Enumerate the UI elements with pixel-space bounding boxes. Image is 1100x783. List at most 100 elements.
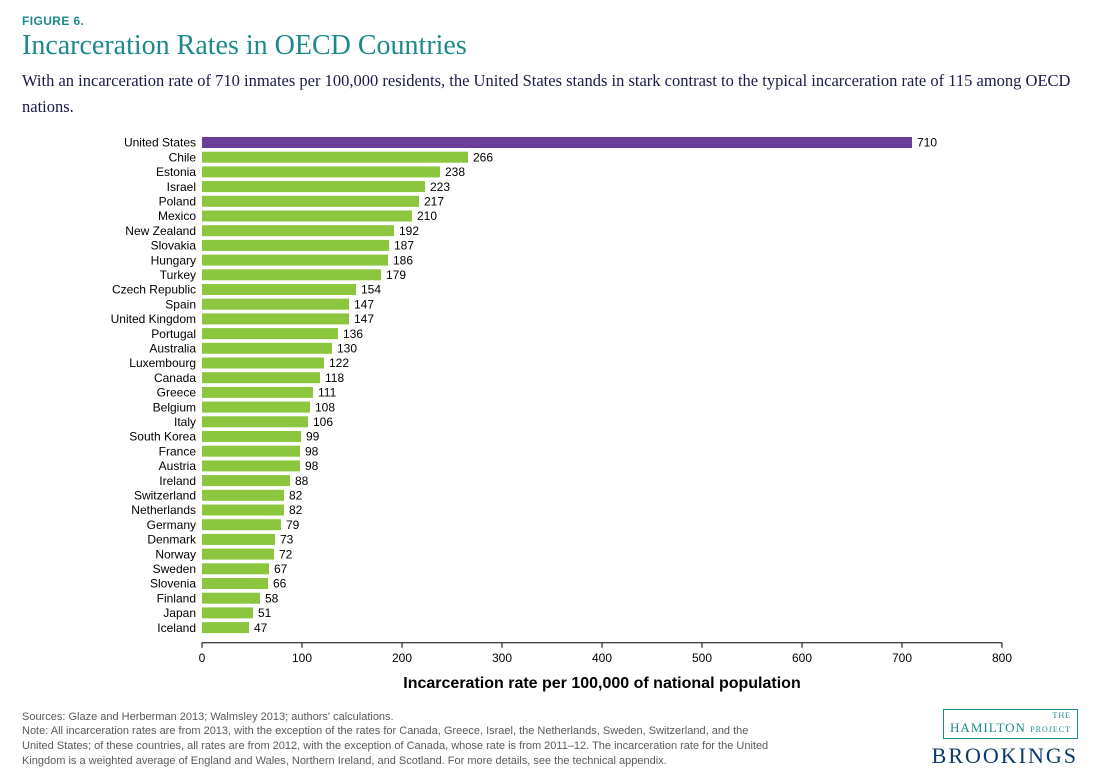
value-label: 710 [917,136,937,150]
country-label: Italy [174,415,196,429]
figure-container: FIGURE 6. Incarceration Rates in OECD Co… [0,0,1100,783]
value-label: 136 [343,327,363,341]
country-label: Canada [154,371,196,385]
note-line: Note: All incarceration rates are from 2… [22,724,782,769]
x-tick-label: 200 [392,651,412,665]
value-label: 111 [318,386,337,400]
x-tick-label: 500 [692,651,712,665]
country-label: Czech Republic [112,283,196,297]
logo-block: THE HAMILTON PROJECT BROOKINGS [932,709,1078,769]
value-label: 106 [313,415,333,429]
country-label: Mexico [158,209,196,223]
bar [202,152,468,163]
value-label: 47 [254,621,268,635]
country-label: Portugal [151,327,196,341]
bar [202,505,284,516]
country-label: France [159,444,197,458]
bar [202,167,440,178]
country-label: Germany [147,518,196,532]
value-label: 118 [325,371,344,385]
country-label: Greece [157,386,197,400]
bar-chart-svg: United States 710 Chile 266 Estonia 238 Israel… [72,133,1062,710]
country-label: Belgium [153,400,196,414]
figure-title: Incarceration Rates in OECD Countries [22,30,1078,62]
hamilton-main: HAMILTON [950,720,1026,735]
value-label: 58 [265,591,279,605]
bar [202,461,300,472]
country-label: Sweden [153,562,196,576]
bar [202,402,310,413]
value-label: 210 [417,209,437,223]
bar [202,549,274,560]
x-tick-label: 700 [892,651,912,665]
bar [202,578,268,589]
bar [202,416,308,427]
x-axis-label: Incarceration rate per 100,000 of nation… [403,675,800,692]
bar [202,284,356,295]
bar [202,269,381,280]
country-label: United States [124,136,196,150]
country-label: Chile [169,150,197,164]
bar [202,225,394,236]
value-label: 79 [286,518,300,532]
country-label: Turkey [160,268,196,282]
bar [202,255,388,266]
country-label: Israel [167,180,196,194]
bar [202,137,912,148]
value-label: 66 [273,577,287,591]
hamilton-sub: PROJECT [1030,725,1071,734]
source-notes: Sources: Glaze and Herberman 2013; Walms… [22,710,782,769]
hamilton-project-logo: THE HAMILTON PROJECT [943,709,1078,739]
hamilton-the: THE [950,712,1071,720]
bar [202,593,260,604]
country-label: South Korea [129,430,196,444]
x-tick-label: 600 [792,651,812,665]
value-label: 187 [394,239,414,253]
bar [202,431,301,442]
bar [202,181,425,192]
value-label: 147 [354,312,374,326]
country-label: Estonia [156,165,196,179]
bar [202,196,419,207]
value-label: 67 [274,562,288,576]
country-label: Australia [149,342,196,356]
bar [202,534,275,545]
value-label: 238 [445,165,465,179]
value-label: 154 [361,283,381,297]
country-label: Austria [159,459,197,473]
value-label: 88 [295,474,309,488]
country-label: Hungary [151,253,196,267]
value-label: 266 [473,150,493,164]
bar [202,343,332,354]
value-label: 147 [354,297,374,311]
value-label: 51 [258,606,272,620]
value-label: 217 [424,195,444,209]
country-label: Poland [159,195,196,209]
value-label: 108 [315,400,335,414]
bar [202,519,281,530]
country-label: Finland [157,591,196,605]
value-label: 122 [329,356,349,370]
x-tick-label: 0 [199,651,206,665]
value-label: 73 [280,533,294,547]
country-label: Denmark [147,533,197,547]
value-label: 130 [337,342,357,356]
bar [202,446,300,457]
country-label: Iceland [157,621,196,635]
value-label: 82 [289,489,303,503]
country-label: Luxembourg [129,356,196,370]
country-label: Spain [165,297,196,311]
x-tick-label: 800 [992,651,1012,665]
value-label: 192 [399,224,419,238]
bar [202,475,290,486]
bar [202,299,349,310]
figure-number-label: FIGURE 6. [22,14,1078,28]
value-label: 98 [305,444,319,458]
chart-area: United States 710 Chile 266 Estonia 238 Israel… [72,133,1072,710]
country-label: Switzerland [134,489,196,503]
bar [202,622,249,633]
bar [202,211,412,222]
country-label: Netherlands [131,503,196,517]
country-label: Japan [163,606,196,620]
x-tick-label: 400 [592,651,612,665]
